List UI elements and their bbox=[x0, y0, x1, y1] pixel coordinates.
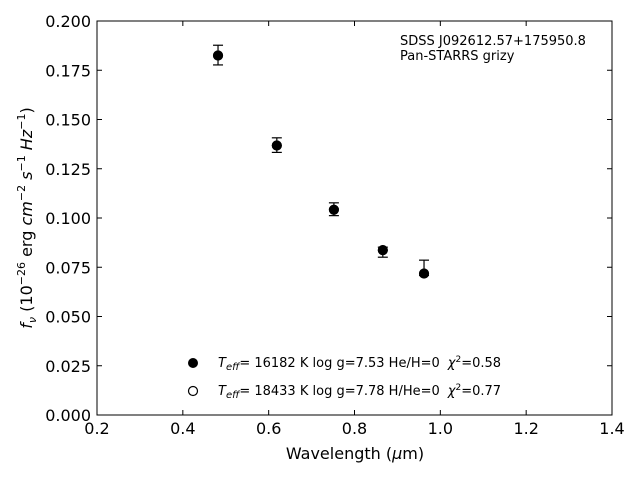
x-axis-ticks: 0.2 0.4 0.6 0.8 1.0 1.2 1.4 bbox=[84, 21, 625, 438]
y-axis-ticks: 0.000 0.025 0.050 0.075 0.100 0.125 0.150 0.175… bbox=[45, 12, 612, 425]
y-tick-label: 0.000 bbox=[45, 406, 91, 425]
y-tick-label: 0.200 bbox=[45, 12, 91, 31]
y-tick-label: 0.075 bbox=[45, 258, 91, 277]
x-tick-label: 1.2 bbox=[513, 419, 538, 438]
data-point-filled bbox=[271, 140, 282, 151]
y-axis-label: fν (10−26 erg cm−2 s−1 Hz−1) bbox=[15, 107, 39, 328]
x-tick-label: 0.4 bbox=[170, 419, 195, 438]
x-axis-label: Wavelength (μm) bbox=[286, 444, 424, 463]
legend-marker-filled bbox=[188, 358, 198, 368]
legend-entry-open: Teff= 18433 K log g=7.78 H/He=0 χ2=0.77 bbox=[187, 383, 501, 401]
x-tick-label: 0.6 bbox=[256, 419, 281, 438]
y-tick-label: 0.175 bbox=[45, 61, 91, 80]
y-tick-label: 0.150 bbox=[45, 111, 91, 130]
x-tick-label: 0.2 bbox=[84, 419, 109, 438]
data-point-filled bbox=[328, 204, 339, 215]
data-points bbox=[212, 44, 430, 279]
y-tick-label: 0.125 bbox=[45, 160, 91, 179]
x-tick-label: 1.0 bbox=[428, 419, 453, 438]
data-point-filled bbox=[419, 268, 430, 279]
y-tick-label: 0.050 bbox=[45, 308, 91, 327]
x-tick-label: 1.4 bbox=[599, 419, 624, 438]
x-tick-label: 0.8 bbox=[342, 419, 367, 438]
annotation-object: SDSS J092612.57+175950.8 bbox=[400, 34, 586, 49]
legend: Teff= 16182 K log g=7.53 He/H=0 χ2=0.58 T… bbox=[187, 355, 501, 401]
data-point-filled bbox=[377, 245, 388, 256]
legend-label-open: Teff= 18433 K log g=7.78 H/He=0 χ2=0.77 bbox=[218, 383, 501, 401]
data-point-filled bbox=[213, 50, 224, 61]
legend-label-filled: Teff= 16182 K log g=7.53 He/H=0 χ2=0.58 bbox=[218, 355, 501, 373]
y-tick-label: 0.100 bbox=[45, 209, 91, 228]
plot-area: 0.2 0.4 0.6 0.8 1.0 1.2 1.4 0.0000.0250.0500.0… bbox=[45, 12, 625, 438]
legend-marker-open bbox=[187, 385, 199, 397]
legend-entry-filled: Teff= 16182 K log g=7.53 He/H=0 χ2=0.58 bbox=[188, 355, 501, 373]
y-tick-label: 0.025 bbox=[45, 357, 91, 376]
annotation-survey: Pan-STARRS grizy bbox=[400, 49, 515, 64]
